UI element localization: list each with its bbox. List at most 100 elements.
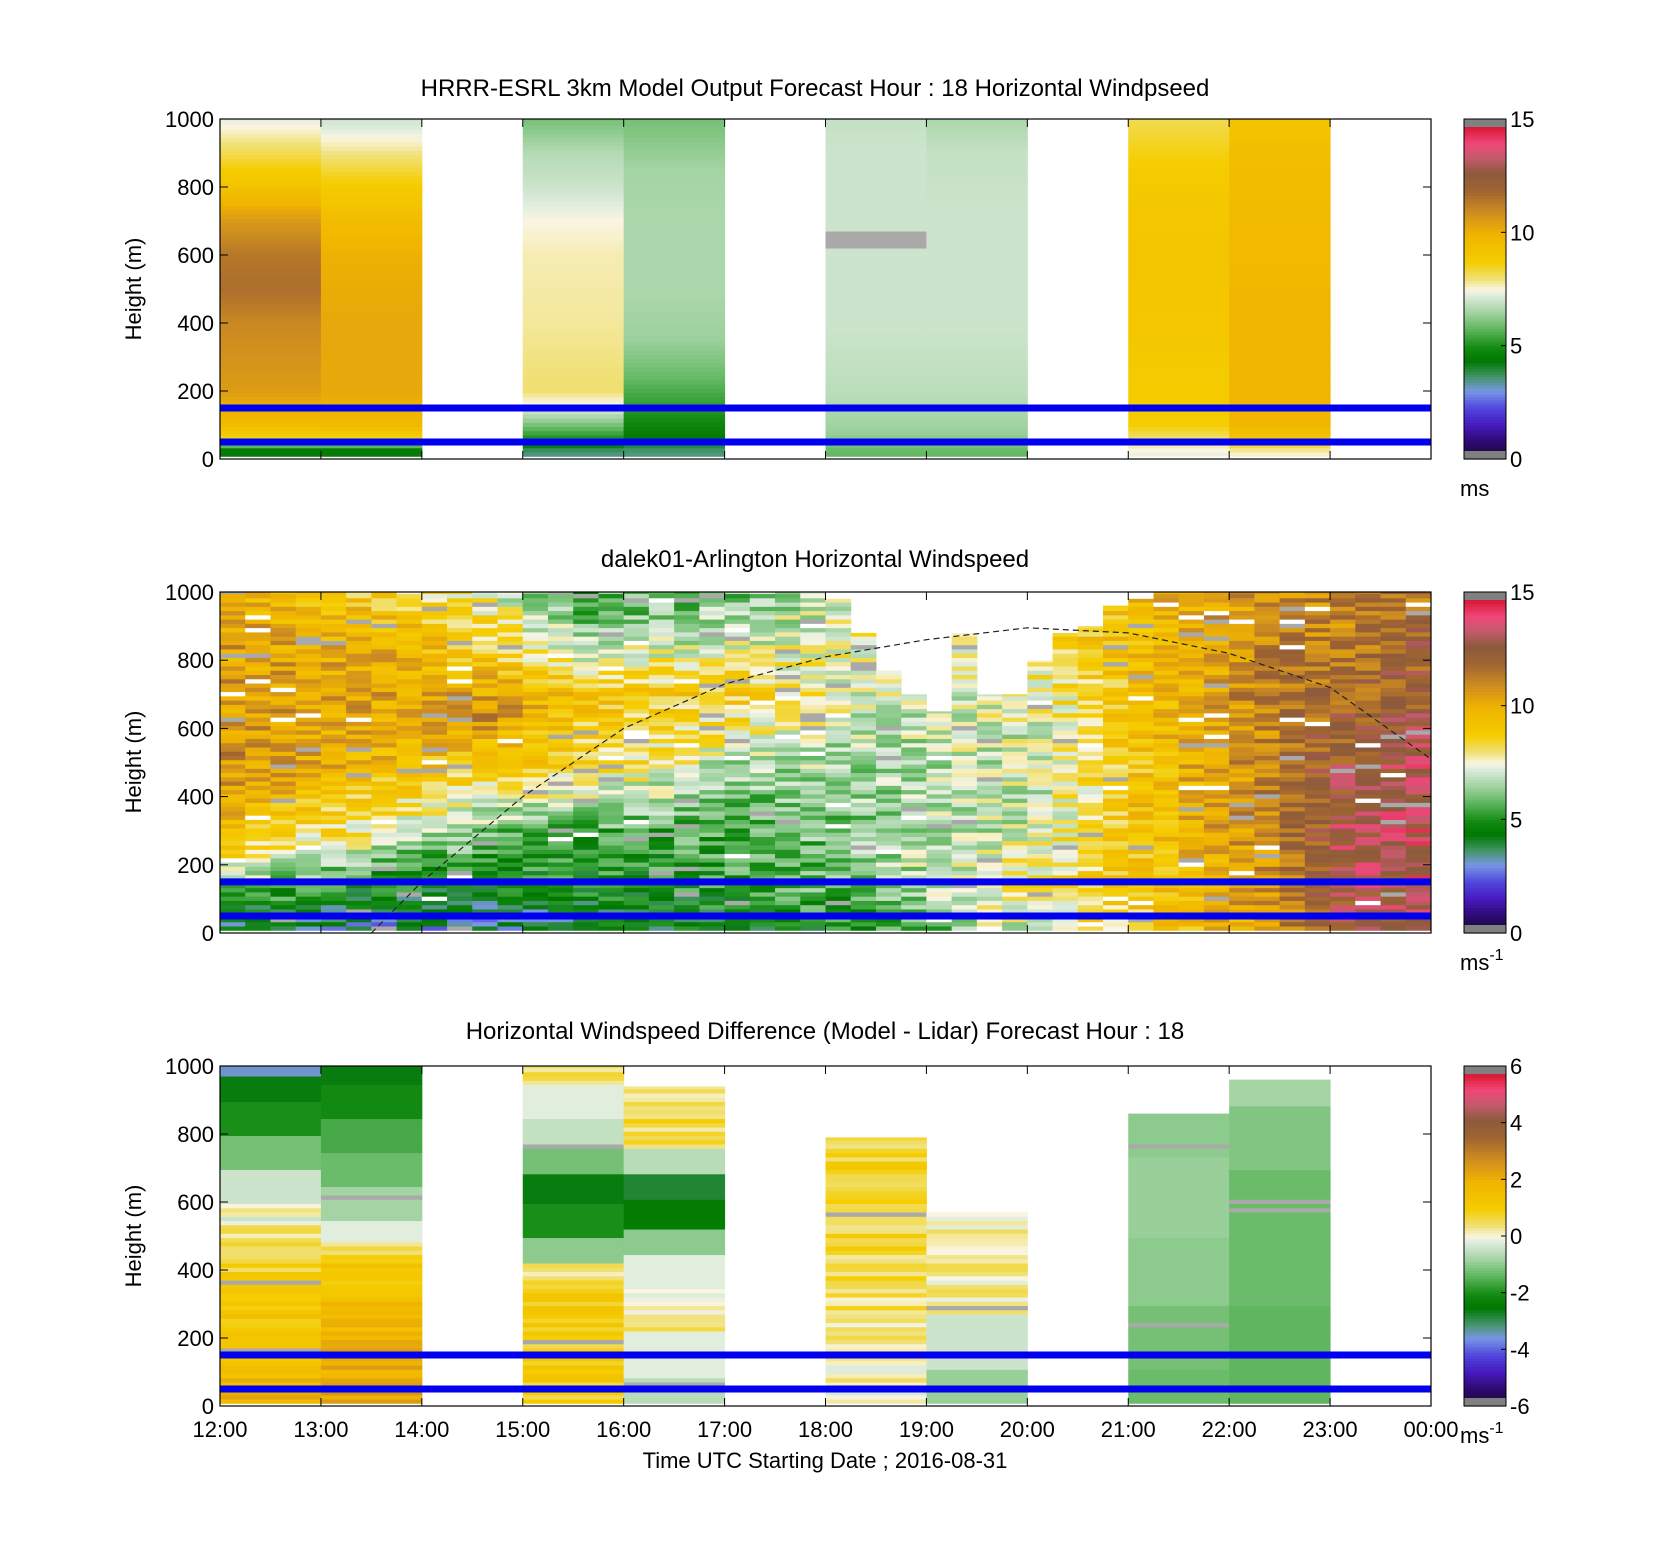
heatmap-cell xyxy=(320,1156,423,1162)
heatmap-cell xyxy=(623,358,726,364)
heatmap-cell xyxy=(522,1131,625,1137)
heatmap-cell xyxy=(951,819,978,825)
heatmap-cell xyxy=(775,883,801,889)
heatmap-cell xyxy=(320,1275,423,1281)
heatmap-cell xyxy=(1254,738,1281,744)
heatmap-cell xyxy=(1178,627,1205,633)
heatmap-cell xyxy=(1128,883,1154,889)
colorbar-segment xyxy=(1464,640,1506,644)
heatmap-cell xyxy=(346,657,372,663)
heatmap-cell xyxy=(396,862,423,867)
heatmap-cell xyxy=(447,653,473,658)
heatmap-cell xyxy=(1128,367,1230,372)
heatmap-cell xyxy=(775,717,801,722)
colorbar-segment xyxy=(1464,388,1506,392)
heatmap-cell xyxy=(270,751,297,757)
heatmap-cell xyxy=(346,712,372,718)
heatmap-cell xyxy=(1355,725,1382,731)
heatmap-cell xyxy=(1128,687,1154,693)
heatmap-cell xyxy=(1279,712,1306,718)
heatmap-cell xyxy=(220,1152,322,1158)
heatmap-cell xyxy=(1330,755,1356,761)
heatmap-cell xyxy=(320,721,347,727)
heatmap-cell xyxy=(1330,896,1356,901)
heatmap-cell xyxy=(1153,896,1180,901)
heatmap-cell xyxy=(270,781,297,786)
heatmap-cell xyxy=(674,657,700,663)
heatmap-cell xyxy=(1178,776,1205,782)
heatmap-cell xyxy=(245,610,271,616)
heatmap-cell xyxy=(623,1331,726,1336)
heatmap-cell xyxy=(1178,670,1205,676)
heatmap-cell xyxy=(1330,742,1356,748)
colorbar-segment xyxy=(1464,736,1506,741)
heatmap-cell xyxy=(1178,764,1205,769)
heatmap-cell xyxy=(749,678,776,684)
heatmap-cell xyxy=(371,887,398,893)
heatmap-cell xyxy=(875,751,902,757)
heatmap-cell xyxy=(1128,619,1154,624)
heatmap-cell xyxy=(320,1212,423,1217)
heatmap-cell xyxy=(749,836,776,842)
heatmap-cell xyxy=(875,721,902,727)
heatmap-cell xyxy=(623,252,726,258)
heatmap-cell xyxy=(396,768,423,774)
heatmap-cell xyxy=(926,141,1028,147)
heatmap-cell xyxy=(1279,802,1306,808)
heatmap-cell xyxy=(1178,832,1205,837)
heatmap-cell xyxy=(623,853,650,859)
heatmap-cell xyxy=(749,729,776,735)
heatmap-cell xyxy=(320,806,347,812)
heatmap-cell xyxy=(623,367,726,372)
heatmap-cell xyxy=(295,597,322,603)
heatmap-cell xyxy=(699,674,726,680)
heatmap-cell xyxy=(270,866,297,872)
heatmap-cell xyxy=(724,746,751,752)
heatmap-cell xyxy=(1304,700,1331,705)
heatmap-cell xyxy=(396,866,423,872)
heatmap-cell xyxy=(320,133,423,139)
heatmap-cell xyxy=(623,362,726,368)
heatmap-cell xyxy=(497,619,524,624)
heatmap-cell xyxy=(598,712,625,718)
heatmap-cell xyxy=(1254,921,1281,927)
heatmap-cell xyxy=(1229,129,1331,134)
heatmap-cell xyxy=(220,623,246,629)
heatmap-cell xyxy=(220,371,322,377)
model-windspeed-panel: HRRR-ESRL 3km Model Output Forecast Hour… xyxy=(121,75,1534,501)
heatmap-cell xyxy=(270,683,297,688)
heatmap-cell xyxy=(674,926,700,931)
heatmap-cell xyxy=(1052,657,1079,663)
colorbar-segment xyxy=(1464,232,1506,236)
heatmap-cell xyxy=(1405,592,1432,595)
heatmap-cell xyxy=(1052,806,1079,812)
heatmap-cell xyxy=(1254,704,1281,710)
heatmap-cell xyxy=(1128,755,1154,761)
heatmap-cell xyxy=(447,793,473,799)
heatmap-cell xyxy=(320,294,423,300)
heatmap-cell xyxy=(1002,921,1028,927)
heatmap-cell xyxy=(1229,337,1331,343)
heatmap-cell xyxy=(724,870,751,876)
heatmap-cell xyxy=(749,908,776,914)
heatmap-cell xyxy=(1077,866,1104,872)
heatmap-cell xyxy=(623,845,650,850)
heatmap-cell xyxy=(1279,683,1306,688)
heatmap-cell xyxy=(1103,827,1129,833)
heatmap-cell xyxy=(270,896,297,901)
heatmap-cell xyxy=(1355,691,1382,697)
heatmap-cell xyxy=(220,653,246,658)
heatmap-cell xyxy=(724,734,751,739)
heatmap-cell xyxy=(800,648,826,654)
heatmap-cell xyxy=(346,827,372,833)
heatmap-cell xyxy=(623,883,650,889)
heatmap-cell xyxy=(1178,704,1205,710)
heatmap-cell xyxy=(1077,883,1104,889)
heatmap-cell xyxy=(976,866,1003,872)
heatmap-cell xyxy=(295,636,322,641)
heatmap-cell xyxy=(1380,781,1407,786)
heatmap-cell xyxy=(825,426,927,432)
colorbar-segment xyxy=(1464,167,1506,171)
heatmap-cell xyxy=(220,1212,322,1217)
heatmap-cell xyxy=(245,926,271,931)
